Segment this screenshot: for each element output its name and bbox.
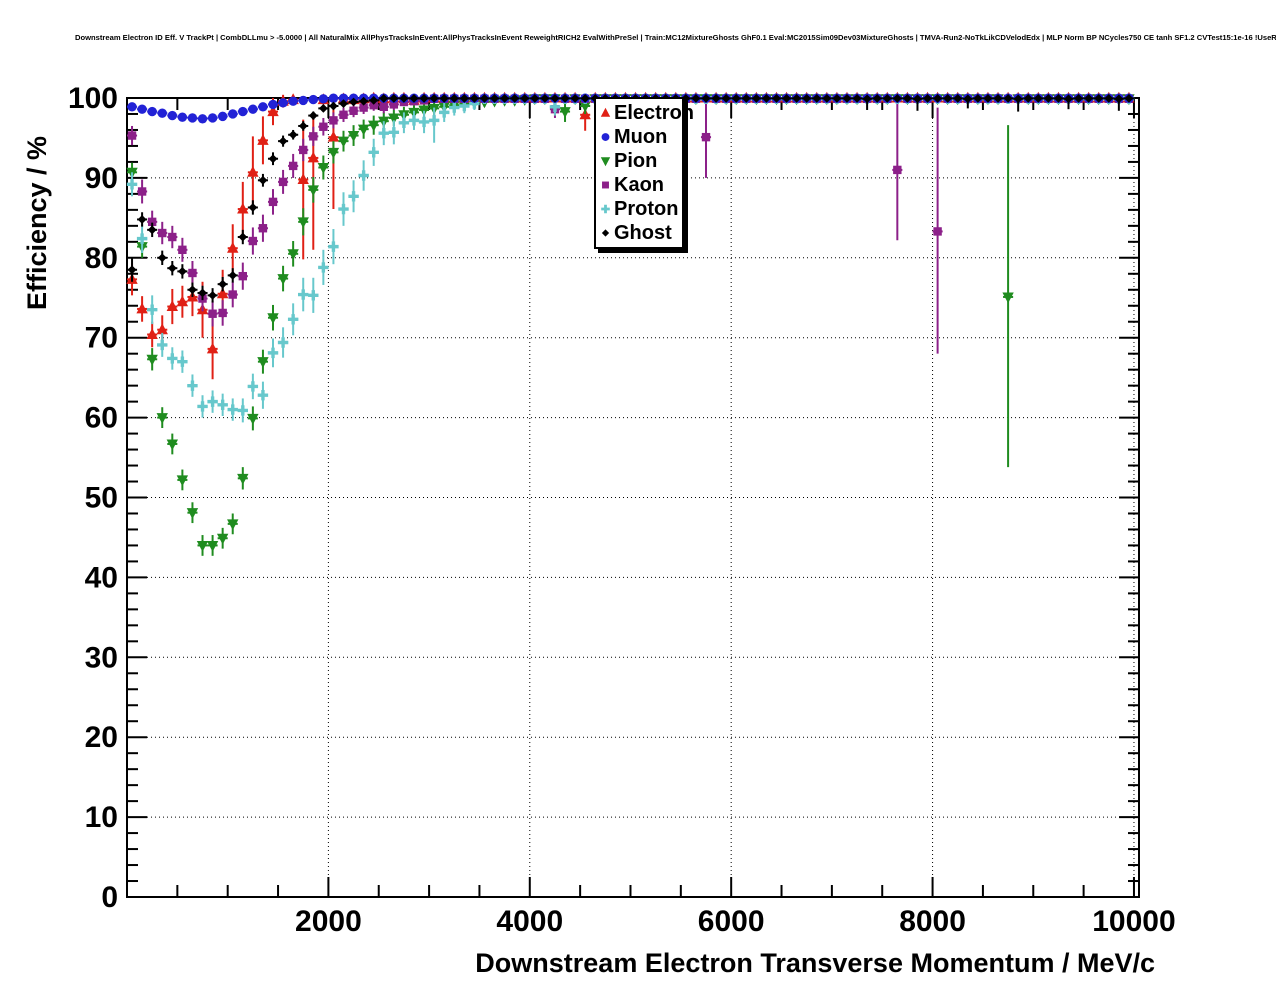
svg-text:40: 40	[85, 561, 118, 594]
legend-item-muon: Muon	[598, 125, 682, 149]
plot-title: Downstream Electron ID Eff. V TrackPt | …	[75, 33, 1276, 42]
muon-marker-icon	[601, 133, 610, 141]
svg-text:4000: 4000	[496, 905, 563, 938]
proton-marker-icon	[601, 204, 610, 214]
svg-text:0: 0	[101, 881, 118, 914]
svg-text:30: 30	[85, 641, 118, 674]
legend-label: Proton	[614, 198, 679, 220]
legend-label: Pion	[614, 150, 658, 172]
legend-label: Electron	[614, 102, 695, 124]
svg-text:80: 80	[85, 242, 118, 275]
legend-item-pion: Pion	[598, 149, 682, 173]
svg-text:10: 10	[85, 801, 118, 834]
svg-text:90: 90	[85, 162, 118, 195]
pion-marker-icon	[600, 157, 611, 167]
gridlines	[127, 98, 1139, 897]
legend-item-kaon: Kaon	[598, 173, 682, 197]
legend-item-proton: Proton	[598, 197, 682, 221]
legend: Electron Muon Pion Kaon Proton Ghost	[594, 97, 694, 249]
svg-text:20: 20	[85, 721, 118, 754]
svg-text:70: 70	[85, 322, 118, 355]
svg-text:100: 100	[68, 82, 118, 115]
data-series	[126, 91, 1135, 556]
legend-label: Ghost	[614, 222, 672, 244]
legend-label: Muon	[614, 126, 668, 148]
legend-label: Kaon	[614, 174, 664, 196]
legend-item-electron: Electron	[598, 101, 694, 125]
x-axis-title: Downstream Electron Transverse Momentum …	[475, 948, 1155, 978]
svg-text:8000: 8000	[899, 905, 966, 938]
svg-text:60: 60	[85, 402, 118, 435]
legend-item-ghost: Ghost	[598, 221, 682, 245]
svg-text:50: 50	[85, 482, 118, 515]
kaon-marker-icon	[602, 181, 609, 189]
axis-tick-labels: 0 10 20 30 40 50 60 70 80 90 100 2000 4000 6000 8000 10…	[68, 82, 1176, 938]
y-axis-title: Efficiency / %	[22, 136, 52, 310]
svg-text:6000: 6000	[698, 905, 765, 938]
svg-text:10000: 10000	[1092, 905, 1175, 938]
electron-marker-icon	[600, 107, 611, 117]
ghost-marker-icon	[601, 229, 610, 237]
svg-text:2000: 2000	[295, 905, 362, 938]
